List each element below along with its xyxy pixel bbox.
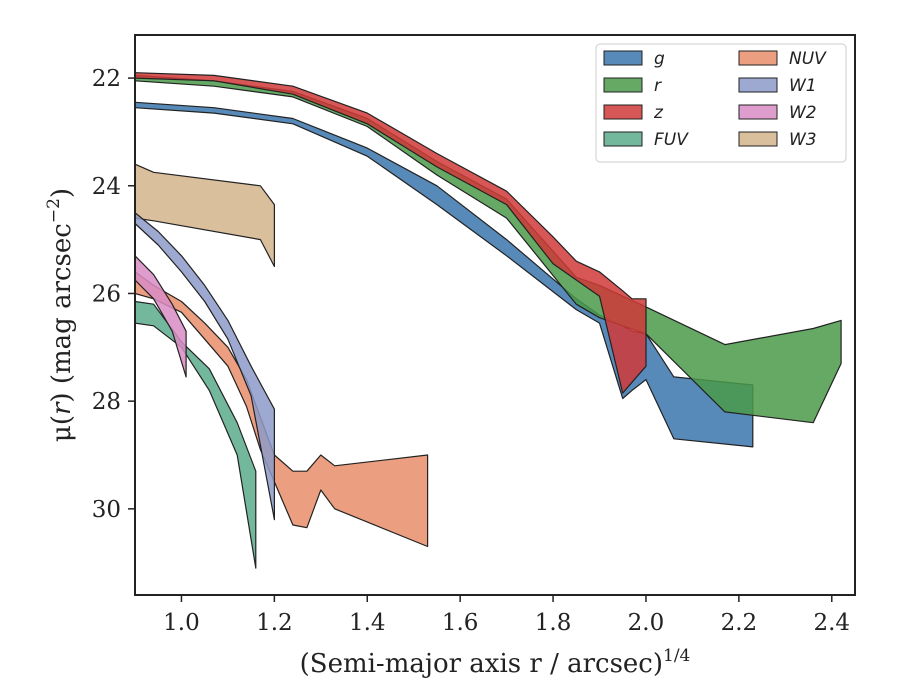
legend-swatch-w3	[738, 131, 778, 147]
legend-swatch-w2	[738, 104, 778, 120]
band-z	[135, 72, 647, 394]
y-tick-label: 30	[92, 497, 121, 523]
legend-label-w2: W2	[789, 103, 817, 123]
band-w1	[135, 212, 275, 521]
y-tick-label: 26	[92, 281, 121, 307]
x-tick-label: 1.0	[163, 610, 200, 636]
y-tick-label: 28	[92, 389, 121, 415]
legend-swatch-w1	[738, 77, 778, 93]
band-w3	[135, 163, 275, 268]
x-axis-title: (Semi-major axis r / arcsec)1/4	[300, 646, 691, 679]
legend-swatch-nuv	[738, 50, 778, 66]
legend-label-g: g	[654, 49, 665, 69]
y-axis: 22 24 26 28 30	[92, 66, 135, 523]
y-tick-label: 22	[92, 66, 121, 92]
band-g	[135, 101, 754, 448]
legend-label-w3: W3	[789, 130, 817, 150]
x-tick-label: 1.2	[256, 610, 293, 636]
x-axis: 1.0 1.2 1.4 1.6 1.8 2.0 2.2 2.4	[163, 595, 850, 636]
band-nuv	[135, 271, 429, 548]
legend-swatch-r	[603, 77, 643, 93]
legend-label-fuv: FUV	[654, 130, 689, 150]
legend-swatch-fuv	[603, 131, 643, 147]
x-tick-label: 1.4	[349, 610, 386, 636]
legend-label-r: r	[654, 76, 662, 96]
x-tick-label: 2.0	[628, 610, 665, 636]
legend-swatch-z	[603, 104, 643, 120]
x-tick-label: 2.4	[813, 610, 850, 636]
legend-label-z: z	[653, 103, 664, 123]
plot-frame	[134, 34, 856, 596]
legend-box	[595, 43, 847, 163]
x-tick-label: 1.8	[535, 610, 572, 636]
x-tick-label: 1.6	[442, 610, 479, 636]
x-tick-label: 2.2	[721, 610, 758, 636]
profile-bands	[135, 72, 842, 569]
legend-label-nuv: NUV	[789, 49, 827, 69]
legend-swatch-g	[603, 50, 643, 66]
legend-label-w1: W1	[789, 76, 817, 96]
band-w2	[135, 255, 187, 378]
y-axis-title: μ(r) (mag arcsec−2)	[44, 188, 77, 442]
legend: grz FUV NUV W1 W2 W3	[595, 43, 847, 163]
y-tick-label: 24	[92, 174, 121, 200]
